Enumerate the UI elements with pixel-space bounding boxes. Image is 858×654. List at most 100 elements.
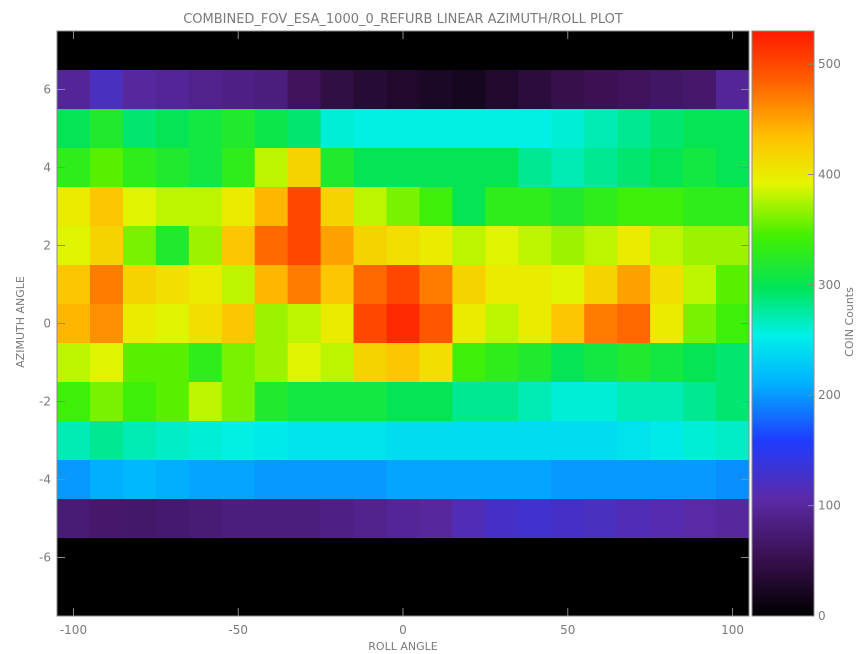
heatmap-cell xyxy=(155,421,190,461)
heatmap-cell xyxy=(518,70,552,110)
heatmap-cell xyxy=(584,148,618,188)
heatmap-cell xyxy=(617,31,651,71)
heatmap-cell xyxy=(485,31,519,71)
heatmap-cell xyxy=(650,538,684,578)
y-tick-label: -2 xyxy=(39,395,51,409)
heatmap-cell xyxy=(683,538,717,578)
heatmap-cell xyxy=(89,460,124,500)
heatmap-cell xyxy=(452,148,486,188)
heatmap-cell xyxy=(188,109,223,149)
heatmap-cell xyxy=(221,499,256,539)
heatmap-cell xyxy=(551,265,585,305)
y-tick-label: 6 xyxy=(43,83,51,97)
heatmap-cell xyxy=(57,499,91,539)
heatmap-cell xyxy=(452,187,486,227)
heatmap-cell xyxy=(89,577,124,617)
heatmap-cell xyxy=(551,421,585,461)
x-tick-label: 100 xyxy=(721,623,744,637)
heatmap-cell xyxy=(89,187,124,227)
heatmap-cell xyxy=(353,460,388,500)
heatmap-cell xyxy=(452,226,486,266)
heatmap-cell xyxy=(683,148,717,188)
heatmap-cell xyxy=(584,499,618,539)
heatmap-cell xyxy=(57,421,91,461)
heatmap-cell xyxy=(89,109,124,149)
heatmap-cell xyxy=(617,109,651,149)
heatmap-cell xyxy=(221,187,256,227)
heatmap-cell xyxy=(188,382,223,422)
heatmap-cell xyxy=(155,460,190,500)
heatmap-cell xyxy=(551,460,585,500)
heatmap-cell xyxy=(419,538,453,578)
heatmap-cell xyxy=(353,109,388,149)
heatmap-cell xyxy=(155,31,190,71)
heatmap-cell xyxy=(485,265,519,305)
heatmap-cell xyxy=(518,382,552,422)
heatmap-cell xyxy=(353,226,388,266)
heatmap-cell xyxy=(452,421,486,461)
heatmap-cell xyxy=(683,460,717,500)
heatmap-cell xyxy=(584,265,618,305)
heatmap-cells xyxy=(57,31,750,617)
heatmap-cell xyxy=(518,577,552,617)
heatmap-cell xyxy=(89,70,124,110)
heatmap-cell xyxy=(386,304,420,344)
heatmap-cell xyxy=(617,382,651,422)
heatmap-cell xyxy=(716,421,750,461)
heatmap-cell xyxy=(419,226,453,266)
colorbar-tick-label: 0 xyxy=(818,609,826,623)
heatmap-cell xyxy=(155,382,190,422)
heatmap-cell xyxy=(650,499,684,539)
heatmap-cell xyxy=(89,304,124,344)
heatmap-cell xyxy=(254,31,289,71)
heatmap-cell xyxy=(452,304,486,344)
heatmap-cell xyxy=(221,265,256,305)
heatmap-cell xyxy=(584,538,618,578)
heatmap-cell xyxy=(518,499,552,539)
heatmap-cell xyxy=(122,226,157,266)
heatmap-cell xyxy=(650,109,684,149)
heatmap-cell xyxy=(518,304,552,344)
heatmap-cell xyxy=(221,460,256,500)
heatmap-cell xyxy=(551,226,585,266)
heatmap-cell xyxy=(386,499,420,539)
heatmap-cell xyxy=(320,343,355,383)
heatmap-cell xyxy=(518,538,552,578)
heatmap-cell xyxy=(155,226,190,266)
heatmap-cell xyxy=(518,187,552,227)
y-tick-label: 4 xyxy=(43,161,51,175)
heatmap-cell xyxy=(320,187,355,227)
heatmap-cell xyxy=(386,148,420,188)
heatmap-cell xyxy=(287,460,322,500)
heatmap-cell xyxy=(320,382,355,422)
heatmap-cell xyxy=(683,421,717,461)
heatmap-cell xyxy=(419,421,453,461)
heatmap-cell xyxy=(254,187,289,227)
heatmap-cell xyxy=(353,148,388,188)
heatmap-cell xyxy=(221,421,256,461)
y-tick-label: -6 xyxy=(39,551,51,565)
heatmap-cell xyxy=(57,343,91,383)
heatmap-cell xyxy=(452,577,486,617)
heatmap-cell xyxy=(716,187,750,227)
heatmap-cell xyxy=(485,304,519,344)
heatmap-cell xyxy=(386,538,420,578)
heatmap-cell xyxy=(716,343,750,383)
y-axis-label: AZIMUTH ANGLE xyxy=(14,276,27,368)
heatmap-cell xyxy=(57,187,91,227)
x-axis: -100 -50 0 50 100 xyxy=(60,31,744,637)
heatmap-cell xyxy=(122,31,157,71)
heatmap-cell xyxy=(551,382,585,422)
heatmap-cell xyxy=(320,109,355,149)
heatmap-cell xyxy=(452,499,486,539)
heatmap-cell xyxy=(518,31,552,71)
heatmap-cell xyxy=(584,31,618,71)
heatmap-cell xyxy=(287,382,322,422)
heatmap-cell xyxy=(320,460,355,500)
heatmap-cell xyxy=(287,109,322,149)
heatmap-cell xyxy=(89,499,124,539)
heatmap-cell xyxy=(221,109,256,149)
heatmap-cell xyxy=(683,343,717,383)
heatmap-cell xyxy=(485,70,519,110)
